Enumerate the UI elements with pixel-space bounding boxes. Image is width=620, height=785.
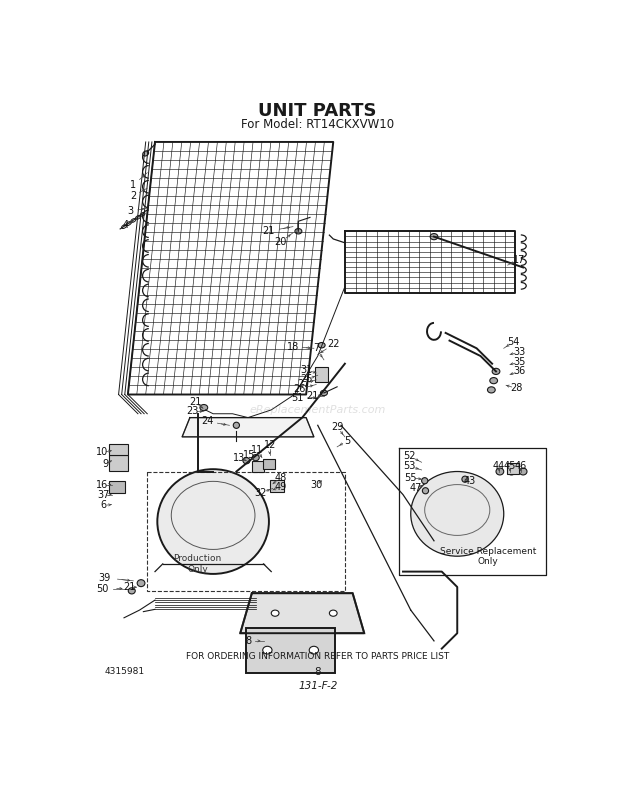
- Ellipse shape: [157, 469, 269, 574]
- Text: 3: 3: [127, 206, 133, 216]
- FancyBboxPatch shape: [109, 444, 128, 455]
- Text: 33: 33: [513, 347, 525, 357]
- Text: 29: 29: [331, 422, 343, 432]
- Ellipse shape: [508, 468, 515, 475]
- Ellipse shape: [430, 234, 438, 239]
- Text: 53: 53: [403, 461, 415, 471]
- Ellipse shape: [318, 342, 325, 348]
- Ellipse shape: [492, 368, 500, 374]
- Text: For Model: RT14CKXVW10: For Model: RT14CKXVW10: [241, 119, 394, 132]
- Text: 51: 51: [291, 393, 304, 403]
- Text: eReplacementParts.com: eReplacementParts.com: [250, 405, 386, 415]
- Text: 28: 28: [510, 383, 522, 393]
- Polygon shape: [241, 593, 365, 633]
- Text: 1: 1: [130, 180, 136, 190]
- Text: Production
Only: Production Only: [174, 554, 222, 574]
- Text: Service Replacement
Only: Service Replacement Only: [440, 546, 536, 566]
- Text: 21: 21: [123, 582, 136, 592]
- Text: 36: 36: [513, 367, 525, 376]
- Text: 8: 8: [245, 636, 251, 646]
- FancyBboxPatch shape: [316, 367, 328, 382]
- Text: 23: 23: [186, 407, 198, 416]
- Ellipse shape: [200, 404, 208, 411]
- Text: 12: 12: [264, 440, 276, 450]
- Text: 10: 10: [96, 447, 108, 457]
- Text: 21: 21: [189, 397, 202, 407]
- Text: 16: 16: [96, 480, 108, 490]
- FancyBboxPatch shape: [109, 455, 128, 471]
- Polygon shape: [182, 418, 314, 436]
- FancyBboxPatch shape: [263, 459, 275, 469]
- Text: 11: 11: [251, 445, 264, 455]
- Text: 50: 50: [96, 583, 108, 593]
- Text: 48: 48: [275, 473, 286, 483]
- Text: 24: 24: [202, 417, 214, 426]
- Text: 31: 31: [300, 365, 312, 375]
- Ellipse shape: [410, 472, 503, 557]
- Text: 44: 44: [493, 461, 505, 471]
- Text: 17: 17: [513, 255, 525, 265]
- Text: 32: 32: [254, 488, 267, 498]
- Text: 26: 26: [293, 384, 305, 394]
- Ellipse shape: [263, 646, 272, 654]
- Text: 6: 6: [101, 500, 107, 510]
- Text: 39: 39: [99, 573, 111, 582]
- Ellipse shape: [309, 646, 319, 654]
- Text: 21: 21: [306, 391, 319, 401]
- Ellipse shape: [137, 579, 145, 586]
- Text: 52: 52: [403, 451, 415, 461]
- Text: 22: 22: [327, 339, 340, 349]
- Text: 27: 27: [298, 378, 310, 389]
- Ellipse shape: [295, 228, 302, 234]
- Text: 131-F-2: 131-F-2: [298, 681, 337, 691]
- Ellipse shape: [252, 455, 259, 461]
- Text: 7: 7: [313, 343, 319, 353]
- Text: 45: 45: [504, 461, 516, 471]
- Text: 4: 4: [123, 220, 128, 230]
- Text: 20: 20: [275, 237, 286, 247]
- Ellipse shape: [520, 468, 527, 475]
- Text: 25: 25: [301, 374, 313, 384]
- Text: UNIT PARTS: UNIT PARTS: [259, 102, 377, 120]
- Ellipse shape: [490, 378, 497, 384]
- Text: FOR ORDERING INFORMATION REFER TO PARTS PRICE LIST: FOR ORDERING INFORMATION REFER TO PARTS …: [186, 652, 450, 661]
- Text: 9: 9: [102, 458, 108, 469]
- Text: 55: 55: [404, 473, 417, 483]
- Ellipse shape: [143, 151, 149, 156]
- Text: 47: 47: [409, 484, 422, 494]
- Text: 43: 43: [464, 476, 476, 486]
- Ellipse shape: [128, 588, 135, 594]
- Ellipse shape: [496, 468, 503, 475]
- Ellipse shape: [422, 477, 428, 484]
- Ellipse shape: [243, 458, 250, 464]
- Ellipse shape: [422, 487, 428, 494]
- Ellipse shape: [329, 610, 337, 616]
- Ellipse shape: [233, 422, 239, 429]
- Text: 46: 46: [515, 461, 527, 471]
- Text: 2: 2: [130, 191, 136, 201]
- Text: 13: 13: [232, 453, 245, 462]
- Text: 15: 15: [244, 450, 255, 459]
- Text: 35: 35: [513, 357, 525, 367]
- Text: 4315981: 4315981: [105, 667, 144, 676]
- Text: 5: 5: [344, 436, 350, 446]
- Ellipse shape: [487, 387, 495, 393]
- Text: 54: 54: [507, 337, 519, 347]
- Ellipse shape: [321, 390, 327, 396]
- FancyBboxPatch shape: [109, 480, 125, 493]
- Text: 49: 49: [275, 482, 286, 492]
- Text: 8: 8: [314, 666, 321, 677]
- Text: 30: 30: [310, 480, 322, 491]
- Text: 37: 37: [98, 490, 110, 499]
- Ellipse shape: [272, 610, 279, 616]
- Text: 18: 18: [287, 341, 299, 352]
- Text: 21: 21: [262, 226, 274, 236]
- FancyBboxPatch shape: [247, 628, 335, 674]
- FancyBboxPatch shape: [252, 462, 264, 473]
- FancyBboxPatch shape: [270, 480, 285, 492]
- Ellipse shape: [462, 476, 468, 482]
- FancyBboxPatch shape: [507, 463, 520, 474]
